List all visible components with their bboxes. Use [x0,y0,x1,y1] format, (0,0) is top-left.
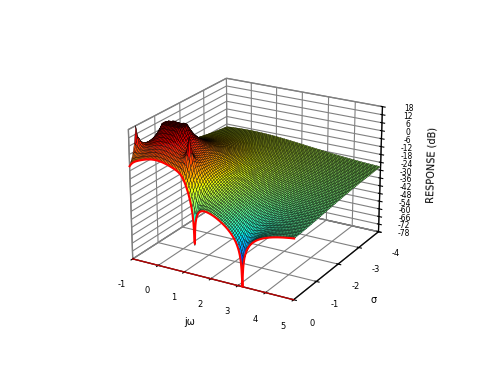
X-axis label: jω: jω [184,317,195,327]
Y-axis label: σ: σ [370,295,376,305]
